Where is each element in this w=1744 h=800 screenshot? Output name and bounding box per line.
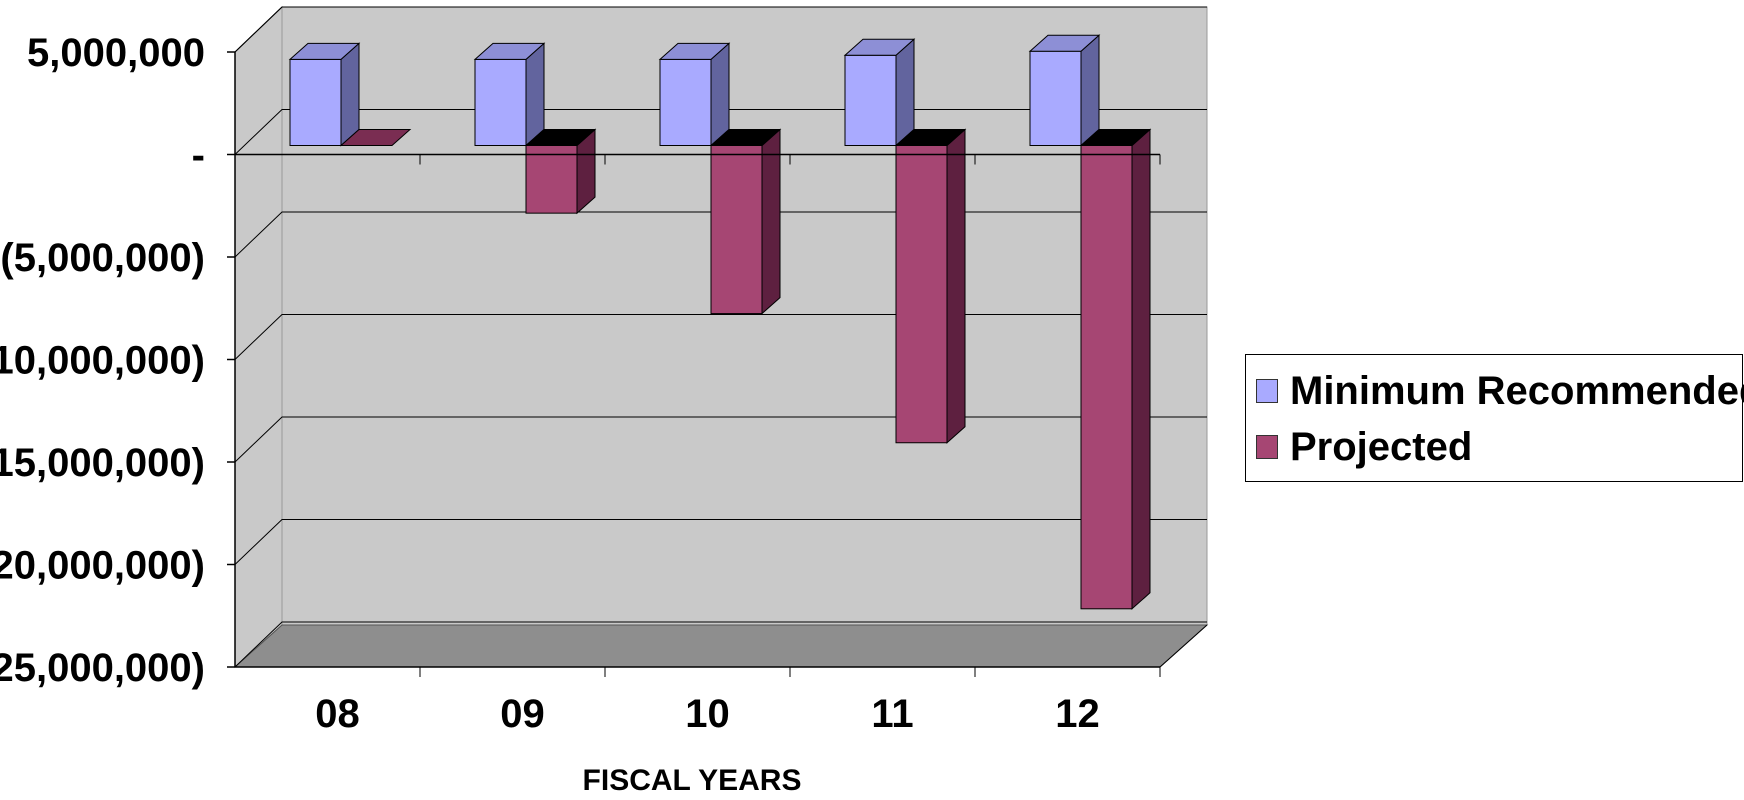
- bar-face: [1080, 145, 1133, 610]
- chart-axes: [227, 51, 1208, 677]
- bar-top: [524, 129, 597, 146]
- bar-face: [710, 145, 763, 315]
- bar-top: [473, 42, 546, 60]
- x-axis-title: FISCAL YEARS: [583, 764, 802, 797]
- chart-labels: 5,000,000 - (5,000,000) (10,000,000) (15,000…: [0, 31, 1100, 736]
- y-tick-label: (10,000,000): [0, 339, 205, 383]
- chart-floor: [233, 624, 1209, 668]
- bar-minimum-recommended-10: [658, 42, 731, 147]
- chart-bars: [288, 34, 1152, 610]
- bar-face: [659, 58, 712, 146]
- x-tick-label: 09: [500, 692, 545, 736]
- y-tick-label: (20,000,000): [0, 544, 205, 588]
- bar-projected-10: [709, 128, 782, 315]
- legend-swatch-projected: [1256, 435, 1278, 459]
- gridline: [234, 6, 1207, 53]
- x-tick-label: 08: [315, 692, 360, 736]
- gridline: [234, 519, 1207, 565]
- bar-projected-12: [1079, 128, 1152, 610]
- legend-item-projected: Projected: [1256, 425, 1472, 469]
- bar-face: [895, 145, 948, 444]
- legend-item-minimum-recommended: Minimum Recommended: [1256, 369, 1744, 413]
- y-tick-label: (15,000,000): [0, 441, 205, 485]
- y-tick-label: (5,000,000): [0, 236, 205, 280]
- bar-face: [844, 54, 897, 146]
- x-tick-label: 11: [871, 692, 913, 736]
- legend-swatch-minimum-recommended: [1256, 379, 1278, 403]
- bar-top: [1079, 129, 1152, 146]
- bar-face: [289, 58, 342, 146]
- legend-label: Projected: [1290, 424, 1473, 469]
- bar-minimum-recommended-12: [1028, 34, 1101, 147]
- bar-top: [843, 38, 916, 56]
- bar-top: [894, 129, 967, 146]
- bar-projected-09: [524, 128, 597, 215]
- bar-minimum-recommended-09: [473, 42, 546, 147]
- bar-minimum-recommended-08: [288, 42, 361, 147]
- bar-face: [474, 58, 527, 146]
- y-tick-label: 5,000,000: [27, 31, 205, 75]
- chart-legend: Minimum Recommended Projected: [1245, 354, 1744, 482]
- gridline: [234, 621, 1207, 668]
- chart-walls: [233, 5, 1209, 669]
- bar-top: [658, 42, 731, 60]
- bar-top: [288, 42, 361, 60]
- bar-top: [1028, 34, 1101, 52]
- bar-side: [761, 128, 781, 315]
- bar-projected-11: [894, 128, 967, 444]
- bar-projected-08: [339, 129, 412, 146]
- legend-label: Minimum Recommended: [1290, 368, 1744, 413]
- x-tick-label: 10: [685, 692, 730, 736]
- bar-side: [1131, 128, 1151, 610]
- bar-side: [525, 42, 545, 147]
- bar-side: [895, 38, 915, 147]
- bar-minimum-recommended-11: [843, 38, 916, 147]
- bar-face: [1029, 50, 1082, 147]
- y-tick-label: -: [192, 134, 205, 178]
- y-tick-label: (25,000,000): [0, 646, 205, 690]
- floor-edge: [1159, 624, 1208, 668]
- x-tick-label: 12: [1055, 692, 1100, 736]
- bar-top: [339, 129, 412, 146]
- bar-side: [1080, 34, 1100, 147]
- bar-side: [946, 128, 966, 444]
- bar-side: [340, 42, 360, 147]
- bar-side: [710, 42, 730, 147]
- bar-top: [709, 129, 782, 146]
- bar-face: [525, 145, 578, 214]
